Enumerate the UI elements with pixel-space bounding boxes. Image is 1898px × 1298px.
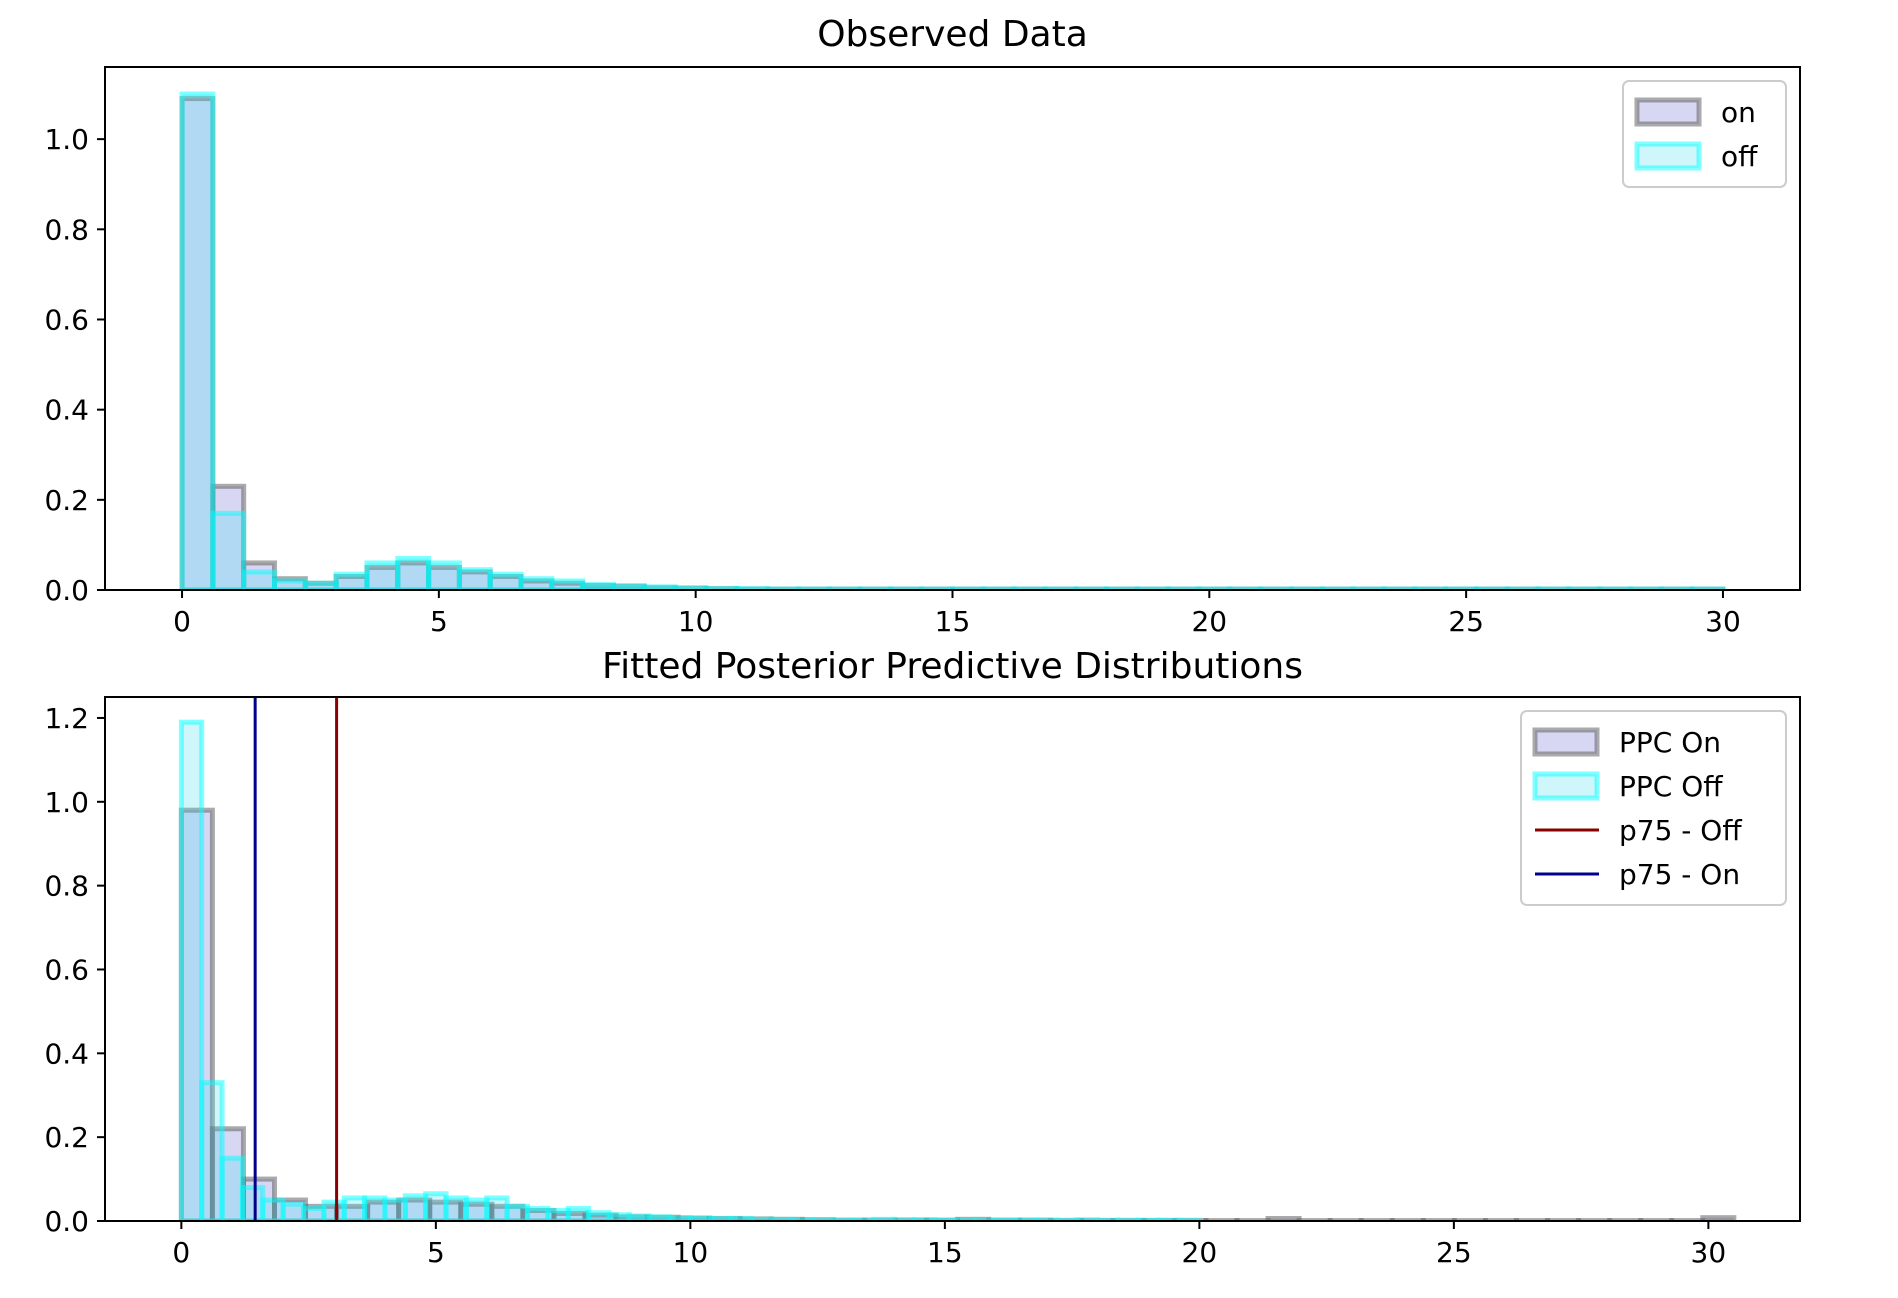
- x-tick-label: 20: [1191, 605, 1227, 638]
- histogram-bar: [302, 580, 339, 590]
- legend-box: [1622, 80, 1787, 188]
- chart-title: Fitted Posterior Predictive Distribution…: [602, 646, 1303, 687]
- y-tick-label: 0.0: [44, 574, 89, 607]
- x-tick-label: 5: [430, 605, 448, 638]
- x-tick-label: 20: [1182, 1236, 1218, 1269]
- legend-swatch: [1532, 727, 1600, 757]
- y-tick-label: 0.8: [44, 870, 89, 903]
- chart-title: Observed Data: [817, 14, 1088, 55]
- legend: PPC On PPC Off p75 - Off p75 - On: [1520, 710, 1787, 906]
- histogram-bar: [426, 560, 462, 590]
- histogram-bar: [341, 1195, 368, 1221]
- legend-entry-ppc-off: PPC Off: [1532, 770, 1723, 803]
- histogram-bar: [321, 1199, 347, 1221]
- x-tick-label: 0: [172, 1236, 190, 1269]
- histogram-bar: [219, 1155, 245, 1221]
- x-tick-label: 0: [173, 605, 191, 638]
- histogram-bar: [239, 1184, 266, 1221]
- histogram-bar: [395, 555, 432, 590]
- histogram-bar: [402, 1193, 429, 1221]
- histogram-bar: [524, 1205, 551, 1221]
- legend: on off: [1622, 80, 1787, 188]
- y-tick-label: 0.4: [44, 1037, 89, 1070]
- histogram-bar: [199, 1080, 225, 1221]
- histogram-bar: [241, 569, 278, 590]
- histogram-bar: [545, 1208, 571, 1221]
- histogram-bar: [463, 1197, 490, 1221]
- legend-label: p75 - On: [1619, 858, 1740, 891]
- legend-swatch: [1634, 97, 1702, 127]
- histogram-bar: [179, 91, 216, 590]
- y-tick-label: 0.0: [44, 1205, 89, 1238]
- histogram-bar: [280, 1201, 307, 1221]
- x-tick-label: 25: [1436, 1236, 1472, 1269]
- y-tick-label: 0.6: [44, 303, 89, 336]
- x-tick-label: 15: [935, 605, 971, 638]
- legend-swatch: [1532, 771, 1600, 801]
- histogram-bar: [364, 560, 401, 590]
- x-tick-label: 15: [927, 1236, 963, 1269]
- histogram-bar: [518, 576, 555, 590]
- legend-label: p75 - Off: [1619, 814, 1742, 847]
- histogram-bar: [586, 1210, 612, 1221]
- histogram-bar: [565, 1205, 592, 1221]
- histogram-bar: [272, 578, 308, 590]
- legend-entry-p75-on: p75 - On: [1535, 858, 1740, 891]
- legend-label: PPC Off: [1619, 770, 1723, 803]
- x-tick-label: 25: [1448, 605, 1484, 638]
- x-tick-label: 5: [427, 1236, 445, 1269]
- legend-label: PPC On: [1619, 726, 1721, 759]
- x-tick-label: 10: [673, 1236, 709, 1269]
- legend-entry-off: off: [1634, 140, 1758, 173]
- y-tick-label: 1.0: [44, 123, 89, 156]
- legend-box: [1520, 710, 1787, 906]
- legend-entry-ppc-on: PPC On: [1532, 726, 1721, 759]
- y-tick-label: 1.0: [44, 786, 89, 819]
- x-tick-label: 10: [678, 605, 714, 638]
- observed-data-chart: Observed Data 0 5 10 15 20 25 30 0.0 0.2 0.4 0.6 0.8…: [44, 14, 1801, 638]
- histogram-bar: [333, 571, 370, 590]
- histogram-bar: [362, 1195, 388, 1221]
- histogram-bar: [210, 510, 247, 590]
- histogram-bar: [456, 567, 493, 590]
- histogram-bar: [504, 1203, 530, 1221]
- histogram-bar: [484, 1195, 510, 1221]
- x-tick-label: 30: [1691, 1236, 1727, 1269]
- histogram-bar: [260, 1197, 286, 1221]
- y-tick-label: 1.2: [44, 702, 89, 735]
- histogram-bar: [382, 1197, 408, 1221]
- legend-label: on: [1721, 96, 1756, 129]
- histogram-bar: [423, 1191, 449, 1221]
- y-tick-label: 0.2: [44, 484, 89, 517]
- y-tick-label: 0.8: [44, 213, 89, 246]
- legend-swatch: [1634, 141, 1702, 171]
- histogram-bar: [301, 1205, 327, 1221]
- legend-entry-on: on: [1634, 96, 1756, 129]
- legend-entry-p75-off: p75 - Off: [1535, 814, 1742, 847]
- histogram-bar: [487, 571, 524, 590]
- legend-label: off: [1721, 140, 1758, 173]
- axes-frame: [104, 696, 1801, 1222]
- histogram-bar: [549, 578, 586, 590]
- histogram-bar: [443, 1195, 469, 1221]
- y-tick-label: 0.4: [44, 394, 89, 427]
- x-tick-label: 30: [1705, 605, 1741, 638]
- y-tick-label: 0.2: [44, 1121, 89, 1154]
- histogram-bar: [209, 1126, 246, 1221]
- y-tick-label: 0.6: [44, 953, 89, 986]
- histogram-bar: [178, 719, 205, 1221]
- posterior-predictive-chart: Fitted Posterior Predictive Distribution…: [44, 646, 1801, 1269]
